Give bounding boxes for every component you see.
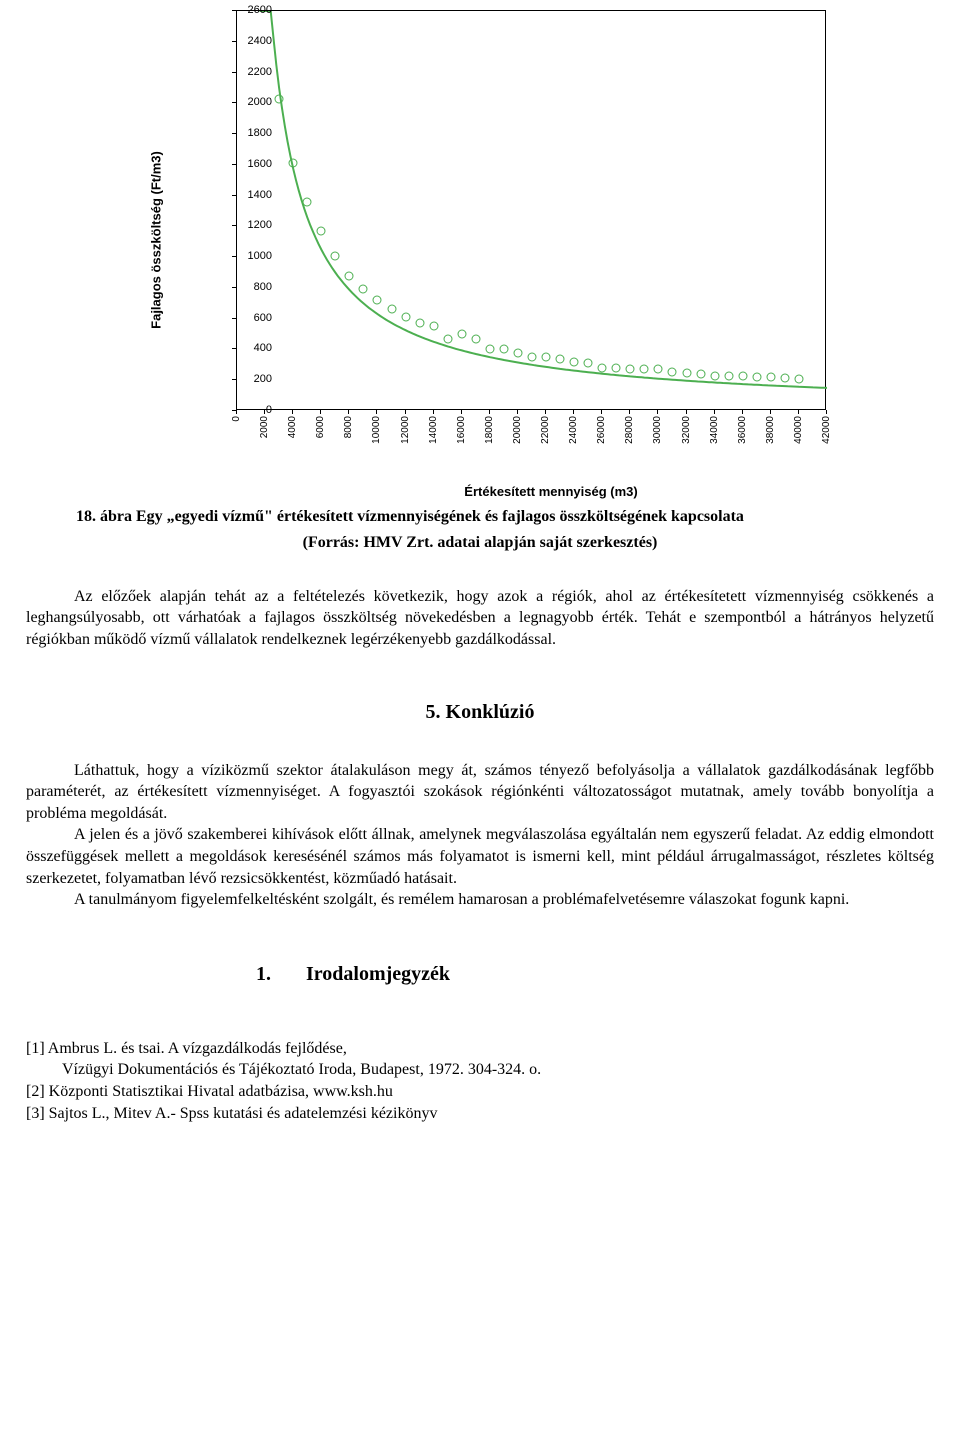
reference-2: [2] Központi Statisztikai Hivatal adatbá…: [26, 1081, 934, 1103]
y-tick-label: 2200: [248, 66, 272, 78]
y-tick-label: 1400: [248, 189, 272, 201]
scatter-point: [485, 345, 494, 354]
x-tick-label: 4000: [287, 416, 298, 438]
x-tick-label: 20000: [512, 416, 523, 444]
scatter-point: [696, 370, 705, 379]
scatter-point: [275, 94, 284, 103]
body-paragraph-1: Az előzőek alapján tehát az a feltételez…: [26, 586, 934, 651]
conclusion-paragraph-2: A jelen és a jövő szakemberei kihívások …: [26, 824, 934, 889]
scatter-point: [387, 305, 396, 314]
y-tick-label: 600: [254, 312, 272, 324]
scatter-point: [359, 285, 368, 294]
scatter-point: [317, 227, 326, 236]
scatter-point: [780, 373, 789, 382]
x-tick-label: 32000: [681, 416, 692, 444]
chart-container: Fajlagos összköltség (Ft/m3) 02004006008…: [166, 0, 866, 499]
fit-curve: [237, 11, 827, 411]
y-tick-label: 800: [254, 281, 272, 293]
scatter-point: [710, 371, 719, 380]
x-tick-label: 14000: [428, 416, 439, 444]
x-tick-label: 38000: [765, 416, 776, 444]
scatter-point: [373, 296, 382, 305]
scatter-point: [542, 353, 551, 362]
scatter-point: [471, 334, 480, 343]
scatter-point: [598, 363, 607, 372]
conclusion-block: Láthattuk, hogy a víziközmű szektor átal…: [26, 760, 934, 911]
x-tick-label: 2000: [259, 416, 270, 438]
x-tick-label: 34000: [709, 416, 720, 444]
chart-area: Fajlagos összköltség (Ft/m3) 02004006008…: [166, 0, 866, 480]
x-tick-label: 12000: [400, 416, 411, 444]
x-axis-label: Értékesített mennyiség (m3): [236, 484, 866, 499]
reference-3: [3] Sajtos L., Mitev A.- Spss kutatási é…: [26, 1103, 934, 1125]
bibliography-number: 1.: [256, 963, 271, 985]
scatter-point: [443, 334, 452, 343]
conclusion-paragraph-1: Láthattuk, hogy a víziközmű szektor átal…: [26, 760, 934, 825]
y-tick-label: 1000: [248, 250, 272, 262]
figure-caption: 18. ábra Egy „egyedi vízmű" értékesített…: [76, 507, 934, 528]
y-tick-label: 2600: [248, 4, 272, 16]
scatter-point: [499, 345, 508, 354]
scatter-point: [640, 365, 649, 374]
scatter-point: [654, 365, 663, 374]
scatter-point: [303, 197, 312, 206]
scatter-point: [724, 372, 733, 381]
scatter-point: [556, 354, 565, 363]
x-tick-label: 36000: [737, 416, 748, 444]
bibliography-label: Irodalomjegyzék: [306, 963, 450, 985]
scatter-point: [345, 271, 354, 280]
scatter-point: [752, 373, 761, 382]
scatter-point: [528, 353, 537, 362]
conclusion-paragraph-3: A tanulmányom figyelemfelkeltésként szol…: [26, 889, 934, 911]
reference-1b: Vízügyi Dokumentációs és Tájékoztató Iro…: [26, 1059, 934, 1081]
scatter-point: [457, 330, 466, 339]
x-tick-label: 18000: [484, 416, 495, 444]
scatter-point: [570, 357, 579, 366]
section-heading-conclusion: 5. Konklúzió: [26, 701, 934, 724]
x-tick-label: 22000: [540, 416, 551, 444]
x-tick-label: 6000: [315, 416, 326, 438]
x-tick-label: 40000: [793, 416, 804, 444]
scatter-point: [429, 322, 438, 331]
y-tick-label: 400: [254, 342, 272, 354]
scatter-point: [612, 363, 621, 372]
scatter-point: [401, 313, 410, 322]
y-tick-label: 1600: [248, 158, 272, 170]
scatter-point: [289, 159, 298, 168]
y-tick-label: 2000: [248, 96, 272, 108]
x-tick-label: 28000: [624, 416, 635, 444]
scatter-point: [682, 368, 691, 377]
y-tick-label: 200: [254, 373, 272, 385]
body-paragraph-block: Az előzőek alapján tehát az a feltételez…: [26, 586, 934, 651]
reference-list: [1] Ambrus L. és tsai. A vízgazdálkodás …: [26, 1038, 934, 1124]
scatter-point: [513, 348, 522, 357]
y-tick-label: 1200: [248, 219, 272, 231]
x-tick-label: 0: [231, 416, 242, 422]
scatter-point: [331, 251, 340, 260]
y-axis-label: Fajlagos összköltség (Ft/m3): [149, 151, 164, 329]
section-heading-bibliography: 1. Irodalomjegyzék: [256, 963, 934, 986]
plot-area: [236, 10, 826, 410]
scatter-point: [738, 372, 747, 381]
figure-source: (Forrás: HMV Zrt. adatai alapján saját s…: [26, 534, 934, 552]
scatter-point: [794, 374, 803, 383]
x-tick-label: 24000: [568, 416, 579, 444]
y-tick-label: 0: [266, 404, 272, 416]
scatter-point: [626, 365, 635, 374]
scatter-point: [584, 359, 593, 368]
x-tick-label: 30000: [652, 416, 663, 444]
reference-1a: [1] Ambrus L. és tsai. A vízgazdálkodás …: [26, 1038, 934, 1060]
y-tick-label: 2400: [248, 35, 272, 47]
x-tick-label: 16000: [456, 416, 467, 444]
x-tick-label: 8000: [343, 416, 354, 438]
scatter-point: [415, 319, 424, 328]
x-tick-label: 42000: [821, 416, 832, 444]
y-tick-label: 1800: [248, 127, 272, 139]
scatter-point: [766, 373, 775, 382]
x-tick-label: 26000: [596, 416, 607, 444]
scatter-point: [668, 367, 677, 376]
x-tick-label: 10000: [371, 416, 382, 444]
